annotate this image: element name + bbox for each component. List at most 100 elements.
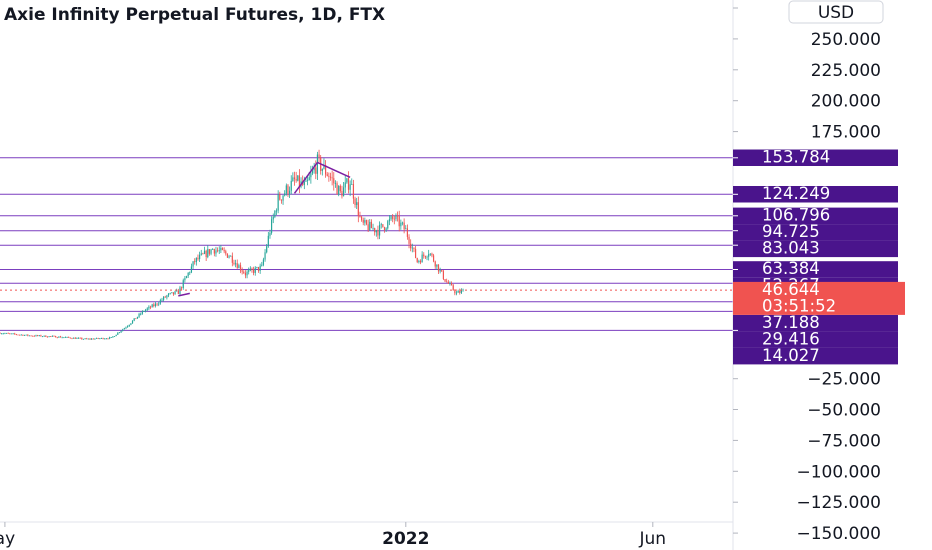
- candle: [146, 307, 148, 312]
- candle-body: [298, 175, 301, 187]
- candle-body: [213, 249, 215, 254]
- candle: [33, 335, 35, 337]
- currency-button[interactable]: USD: [788, 0, 884, 24]
- drawings: [178, 161, 351, 297]
- candle: [325, 160, 327, 178]
- candle: [280, 199, 283, 204]
- candle: [220, 245, 222, 253]
- chart-title: Axie Infinity Perpetual Futures, 1D, FTX: [4, 5, 385, 25]
- candle-body: [293, 177, 296, 180]
- candle-body: [59, 336, 62, 338]
- candle: [45, 335, 47, 337]
- candle: [434, 260, 436, 269]
- level-label-text: 29.416: [762, 329, 820, 348]
- candle-body: [99, 338, 101, 340]
- candle: [130, 323, 132, 326]
- candle-body: [354, 198, 356, 205]
- candle: [413, 247, 415, 253]
- candle: [221, 247, 224, 251]
- candle: [374, 227, 376, 236]
- candle: [405, 225, 407, 230]
- candle-body: [272, 216, 274, 220]
- time-axis[interactable]: ay 2022 Jun: [0, 522, 666, 549]
- candle: [289, 186, 291, 198]
- candle-body: [253, 269, 255, 273]
- candle: [127, 325, 129, 328]
- candle: [190, 263, 193, 274]
- candle-body: [307, 180, 309, 181]
- candle-body: [199, 254, 201, 259]
- level-label-bg: [733, 314, 898, 332]
- candle: [141, 310, 143, 315]
- candle: [125, 326, 127, 330]
- candle: [92, 338, 94, 340]
- candle: [365, 219, 368, 226]
- candle: [148, 305, 150, 311]
- candle-body: [7, 333, 9, 334]
- candle: [194, 258, 196, 265]
- candle-body: [341, 191, 343, 197]
- candle-body: [406, 228, 408, 237]
- candle-body: [230, 255, 232, 257]
- candle-body: [189, 272, 191, 274]
- candle: [367, 219, 369, 232]
- candle-body: [264, 252, 266, 260]
- y-tick-label: −150.000: [796, 524, 881, 544]
- candle-body: [140, 313, 142, 315]
- candle-body: [5, 333, 8, 334]
- candle-body: [421, 254, 423, 263]
- candle-body: [277, 194, 279, 211]
- candle-body: [14, 333, 16, 335]
- candle-body: [187, 272, 189, 277]
- candle-body: [127, 326, 129, 328]
- candle: [51, 335, 53, 337]
- candle: [117, 332, 119, 335]
- level-label: 83.043: [733, 239, 898, 258]
- candle: [15, 333, 17, 336]
- candle-body: [261, 264, 263, 266]
- candle: [177, 288, 179, 295]
- candle-body: [148, 306, 150, 309]
- candle-body: [416, 258, 418, 262]
- price-axis[interactable]: 275.000250.000225.000200.000175.000−25.0…: [733, 0, 881, 544]
- x-tick-label: ay: [0, 529, 15, 549]
- candle-body: [410, 243, 412, 249]
- candle: [158, 301, 160, 307]
- candle-body: [364, 220, 366, 223]
- candle: [246, 270, 248, 279]
- candle: [235, 259, 237, 268]
- candle: [267, 232, 269, 248]
- candle-body: [166, 295, 168, 298]
- candle-body: [212, 249, 214, 250]
- candle-body: [203, 250, 206, 254]
- candle: [356, 197, 358, 209]
- candle: [159, 298, 161, 305]
- level-label-bg: [733, 207, 898, 225]
- candle: [344, 175, 346, 193]
- candle-body: [349, 184, 351, 190]
- candle: [107, 337, 109, 340]
- candle: [167, 293, 170, 298]
- candle-body: [69, 337, 71, 339]
- y-tick-label: −50.000: [807, 401, 881, 421]
- level-label-bg: [733, 149, 898, 166]
- candle: [428, 249, 430, 261]
- candle-body: [171, 292, 173, 294]
- level-label: 94.725: [733, 222, 898, 241]
- candle: [406, 224, 408, 240]
- candle-body: [396, 215, 399, 217]
- candle: [200, 249, 202, 256]
- candle: [360, 215, 363, 222]
- candle: [382, 224, 384, 228]
- candle-body: [71, 338, 73, 339]
- candle: [351, 178, 353, 185]
- candle: [333, 172, 335, 191]
- candle: [239, 262, 242, 274]
- candle-body: [405, 228, 407, 230]
- candle-body: [33, 335, 35, 337]
- candle-body: [326, 174, 328, 176]
- candle-body: [50, 336, 52, 337]
- candle-body: [120, 330, 122, 333]
